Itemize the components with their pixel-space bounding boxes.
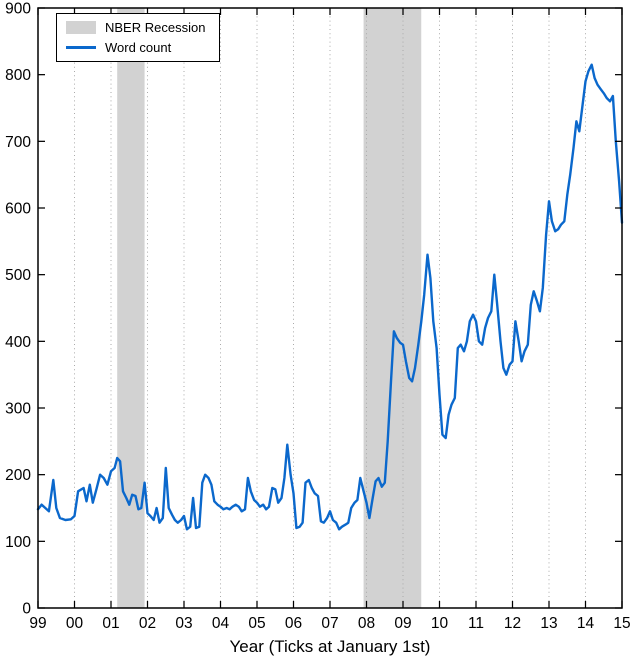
y-tick-label: 500 (5, 267, 31, 284)
x-tick-label: 09 (394, 615, 411, 632)
x-tick-label: 03 (175, 615, 192, 632)
series-lines (36, 63, 624, 531)
y-tick-label: 300 (5, 400, 31, 417)
x-tick-labels: 99 00 01 02 03 04 05 06 07 08 09 10 11 12 13 14 15 (29, 615, 630, 632)
legend-entry-recession: NBER Recession (66, 21, 205, 34)
legend-label-wordcount: Word count (105, 40, 172, 55)
y-tick-label: 700 (5, 134, 31, 151)
x-tick-label: 15 (613, 615, 630, 632)
y-tick-label: 100 (5, 534, 31, 551)
y-tick-label: 400 (5, 334, 31, 351)
x-tick-label: 12 (504, 615, 521, 632)
x-tick-label: 07 (321, 615, 338, 632)
x-tick-label: 02 (139, 615, 156, 632)
wordcount-line (36, 63, 624, 531)
x-axis-label: Year (Ticks at January 1st) (230, 637, 431, 656)
recession-bands (117, 8, 422, 608)
y-tick-label: 0 (22, 600, 31, 617)
recession-band (363, 8, 422, 608)
x-tick-label: 13 (540, 615, 557, 632)
x-tick-label: 14 (577, 615, 595, 632)
x-tick-label: 00 (66, 615, 84, 632)
y-tick-label: 900 (5, 0, 31, 17)
recession-patch-swatch (66, 21, 96, 34)
y-tick-label: 200 (5, 467, 31, 484)
x-tick-label: 08 (358, 615, 375, 632)
x-tick-label: 01 (102, 615, 119, 632)
plot-border (37, 7, 623, 609)
x-tick-label: 04 (212, 615, 230, 632)
y-tick-labels: 0 100 200 300 400 500 600 700 800 900 (5, 0, 31, 617)
legend-entry-wordcount: Word count (66, 41, 205, 54)
x-tick-label: 99 (29, 615, 46, 632)
recession-band (117, 8, 145, 608)
x-tick-label: 11 (468, 615, 484, 632)
y-tick-label: 800 (5, 67, 31, 84)
legend-label-recession: NBER Recession (105, 20, 206, 35)
x-tick-label: 05 (248, 615, 265, 632)
wordcount-line-swatch (66, 46, 96, 49)
x-tick-label: 10 (431, 615, 449, 632)
x-tick-label: 06 (285, 615, 302, 632)
legend: NBER Recession Word count (56, 13, 221, 62)
y-tick-label: 600 (5, 200, 31, 217)
